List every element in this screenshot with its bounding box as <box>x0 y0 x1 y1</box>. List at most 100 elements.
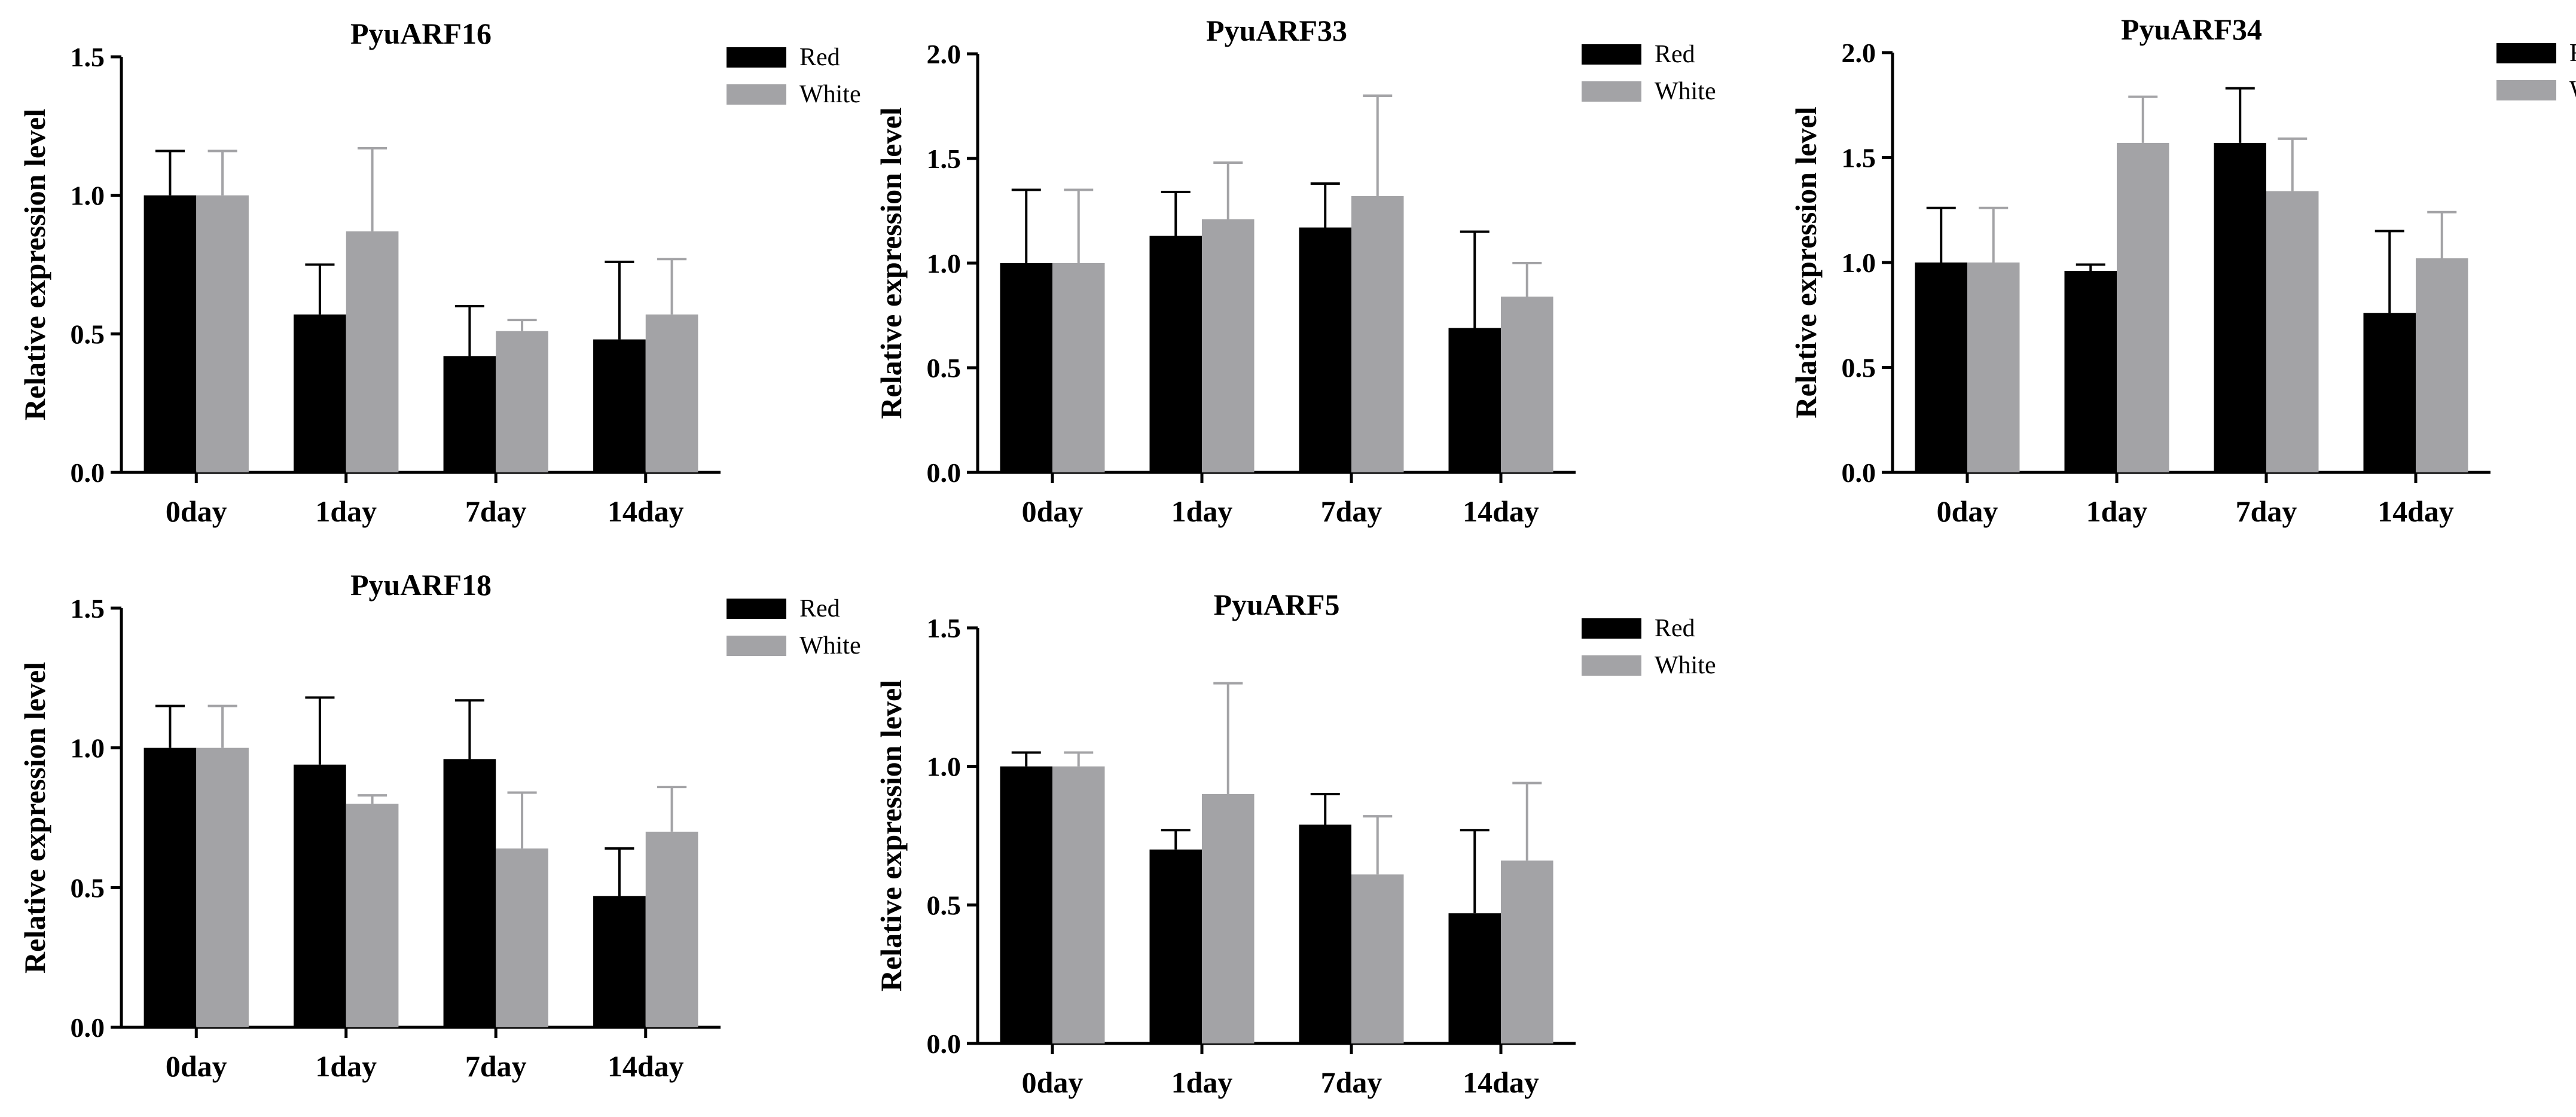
y-tick-label: 1.0 <box>71 181 105 211</box>
legend-label-white: White <box>799 632 861 660</box>
y-tick-label: 0.0 <box>927 457 962 488</box>
legend-swatch-red <box>727 599 786 619</box>
y-tick-label: 0.5 <box>927 353 962 383</box>
bar-red-0day <box>144 747 197 1027</box>
x-category-label: 7day <box>465 1049 527 1083</box>
bar-red-0day <box>1915 263 1967 472</box>
bar-white-14day <box>1501 297 1553 472</box>
legend-label-white: White <box>2569 77 2576 104</box>
y-tick-label: 0.0 <box>71 1012 105 1043</box>
legend-label-white: White <box>1655 78 1716 105</box>
bar-white-1day <box>346 804 399 1027</box>
bar-white-14day <box>1501 860 1553 1043</box>
legend-label-red: Red <box>799 595 840 622</box>
y-tick-label: 1.5 <box>927 144 962 174</box>
legend-swatch-white <box>727 84 786 105</box>
chart-title: PyuARF5 <box>1213 588 1339 621</box>
bar-red-7day <box>1299 824 1351 1043</box>
x-category-label: 14day <box>1463 1066 1539 1099</box>
x-category-label: 0day <box>1022 495 1083 528</box>
y-tick-label: 1.5 <box>927 613 962 643</box>
bar-white-7day <box>2266 191 2319 472</box>
bar-white-1day <box>2117 142 2169 472</box>
x-category-label: 1day <box>1171 1066 1233 1099</box>
legend-swatch-white <box>727 636 786 656</box>
x-category-label: 14day <box>1463 495 1539 528</box>
bar-red-14day <box>1448 913 1501 1043</box>
x-category-label: 14day <box>608 1049 684 1083</box>
y-tick-label: 0.0 <box>1842 457 1876 488</box>
bar-white-7day <box>1351 874 1404 1043</box>
x-category-label: 0day <box>166 495 227 528</box>
x-category-label: 7day <box>1321 1066 1382 1099</box>
bar-red-14day <box>1448 328 1501 472</box>
y-axis-label: Relative expression level <box>18 662 51 973</box>
x-category-label: 14day <box>2377 495 2454 528</box>
y-tick-label: 0.5 <box>71 872 105 903</box>
x-category-label: 7day <box>1321 495 1382 528</box>
chart-panel-pyuarf33: PyuARF33 Relative expression level 0.0 0.5 1… <box>874 14 1716 528</box>
legend-label-red: Red <box>799 44 840 71</box>
y-axis-label: Relative expression level <box>874 107 908 419</box>
x-category-label: 1day <box>2086 495 2148 528</box>
bar-red-0day <box>1000 766 1052 1043</box>
y-tick-label: 0.5 <box>71 319 105 349</box>
legend-label-red: Red <box>1655 41 1695 68</box>
y-tick-label: 1.0 <box>927 248 962 279</box>
bar-red-14day <box>593 339 646 472</box>
bar-red-14day <box>2363 313 2416 472</box>
legend-swatch-red <box>1582 44 1641 65</box>
bar-white-0day <box>1967 263 2020 472</box>
bar-white-7day <box>1351 196 1404 472</box>
legend-label-white: White <box>1655 652 1716 679</box>
legend-label-white: White <box>799 81 861 108</box>
bar-red-0day <box>144 195 197 472</box>
y-tick-label: 1.5 <box>71 42 105 72</box>
legend-swatch-white <box>2496 80 2556 100</box>
bar-red-7day <box>1299 227 1351 472</box>
legend-label-red: Red <box>1655 615 1695 642</box>
bar-red-1day <box>1149 849 1202 1043</box>
legend-label-red: Red <box>2569 39 2576 67</box>
y-axis-label: Relative expression level <box>1789 106 1823 418</box>
bar-white-7day <box>496 331 548 472</box>
y-tick-label: 0.5 <box>1842 353 1876 383</box>
y-tick-label: 2.0 <box>927 39 962 69</box>
y-tick-label: 0.0 <box>927 1029 962 1059</box>
bar-white-1day <box>1202 219 1255 472</box>
y-axis-label: Relative expression level <box>874 680 908 991</box>
x-category-label: 1day <box>315 1049 377 1083</box>
legend-swatch-red <box>1582 618 1641 639</box>
bar-white-14day <box>645 831 698 1027</box>
bar-white-0day <box>196 195 249 472</box>
y-axis-label: Relative expression level <box>18 109 51 420</box>
y-tick-label: 2.0 <box>1842 38 1876 68</box>
bar-white-1day <box>1202 794 1255 1043</box>
y-tick-label: 0.5 <box>927 890 962 920</box>
bar-white-7day <box>496 848 548 1027</box>
x-category-label: 1day <box>315 495 377 528</box>
y-tick-label: 0.0 <box>71 457 105 488</box>
bar-white-0day <box>196 747 249 1027</box>
y-tick-label: 1.0 <box>927 752 962 782</box>
bar-white-1day <box>346 231 399 472</box>
chart-title: PyuARF16 <box>350 17 492 50</box>
bar-red-1day <box>294 764 346 1027</box>
bar-red-1day <box>294 314 346 472</box>
bar-red-1day <box>1149 236 1202 472</box>
bar-red-14day <box>593 896 646 1027</box>
y-tick-label: 1.0 <box>1842 248 1876 278</box>
bar-red-1day <box>2064 271 2117 472</box>
bar-white-0day <box>1052 766 1105 1043</box>
chart-panel-pyuarf5: PyuARF5 Relative expression level 0.0 0.5 1.… <box>874 588 1716 1099</box>
x-category-label: 7day <box>465 495 527 528</box>
bar-white-0day <box>1052 263 1105 472</box>
bar-white-14day <box>645 314 698 472</box>
x-category-label: 14day <box>608 495 684 528</box>
bar-red-0day <box>1000 263 1052 472</box>
chart-title: PyuARF34 <box>2121 13 2262 46</box>
y-tick-label: 1.5 <box>71 593 105 624</box>
bar-red-7day <box>443 356 496 472</box>
legend-swatch-red <box>2496 43 2556 63</box>
